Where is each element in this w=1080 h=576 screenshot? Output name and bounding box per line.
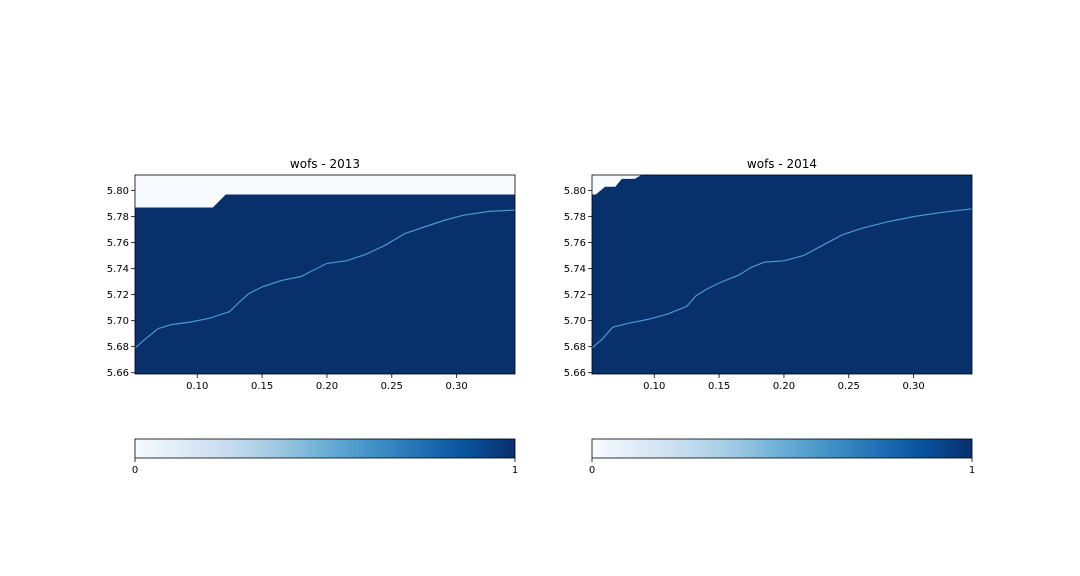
y-tick-label: 5.72 (564, 290, 586, 301)
nodata-region (135, 175, 515, 208)
y-tick-label: 5.66 (107, 368, 129, 379)
panel-title: wofs - 2014 (747, 157, 817, 171)
x-tick-label: 0.10 (643, 381, 665, 392)
x-tick-label: 0.25 (838, 381, 860, 392)
x-tick-label: 0.15 (708, 381, 730, 392)
water-raster (135, 175, 515, 374)
water-raster (592, 175, 972, 374)
colorbar-tick-label: 1 (969, 465, 975, 476)
y-tick-label: 5.66 (564, 368, 586, 379)
y-tick-label: 5.80 (564, 186, 586, 197)
x-tick-label: 0.30 (446, 381, 468, 392)
y-tick-label: 5.78 (564, 212, 586, 223)
x-tick-label: 0.20 (316, 381, 338, 392)
colorbar-tick-label: 0 (589, 465, 595, 476)
y-tick-label: 5.76 (107, 238, 129, 249)
x-tick-label: 0.10 (186, 381, 208, 392)
panel-title: wofs - 2013 (290, 157, 360, 171)
coastline (592, 208, 972, 349)
y-tick-label: 5.78 (107, 212, 129, 223)
nodata-region (592, 175, 642, 195)
water-fill (135, 175, 515, 374)
colorbar-tick-label: 1 (512, 465, 518, 476)
colorbar (591, 438, 973, 459)
panel-wofs-2014: wofs - 2014 0.10 0.15 0.20 0.25 0.30 5.80 5.78 5… (564, 157, 975, 476)
y-tick-label: 5.70 (564, 316, 586, 327)
water-fill (592, 175, 972, 374)
y-tick-label: 5.74 (107, 264, 129, 275)
y-tick-label: 5.74 (564, 264, 586, 275)
x-tick-label: 0.20 (773, 381, 795, 392)
colorbar-tick-label: 0 (132, 465, 138, 476)
y-tick-label: 5.68 (107, 342, 129, 353)
y-tick-label: 5.70 (107, 316, 129, 327)
axes-frame (134, 174, 516, 375)
x-tick-label: 0.25 (381, 381, 403, 392)
y-tick-label: 5.76 (564, 238, 586, 249)
y-tick-label: 5.68 (564, 342, 586, 353)
y-tick-label: 5.80 (107, 186, 129, 197)
x-tick-label: 0.15 (251, 381, 273, 392)
coastline (135, 209, 515, 349)
y-tick-label: 5.72 (107, 290, 129, 301)
x-tick-label: 0.30 (903, 381, 925, 392)
panel-wofs-2013: wofs - 2013 0.10 0.15 0.20 0.25 0.30 5.80 5.78 5… (107, 157, 518, 476)
colorbar (134, 438, 516, 459)
axes-frame (591, 174, 973, 375)
